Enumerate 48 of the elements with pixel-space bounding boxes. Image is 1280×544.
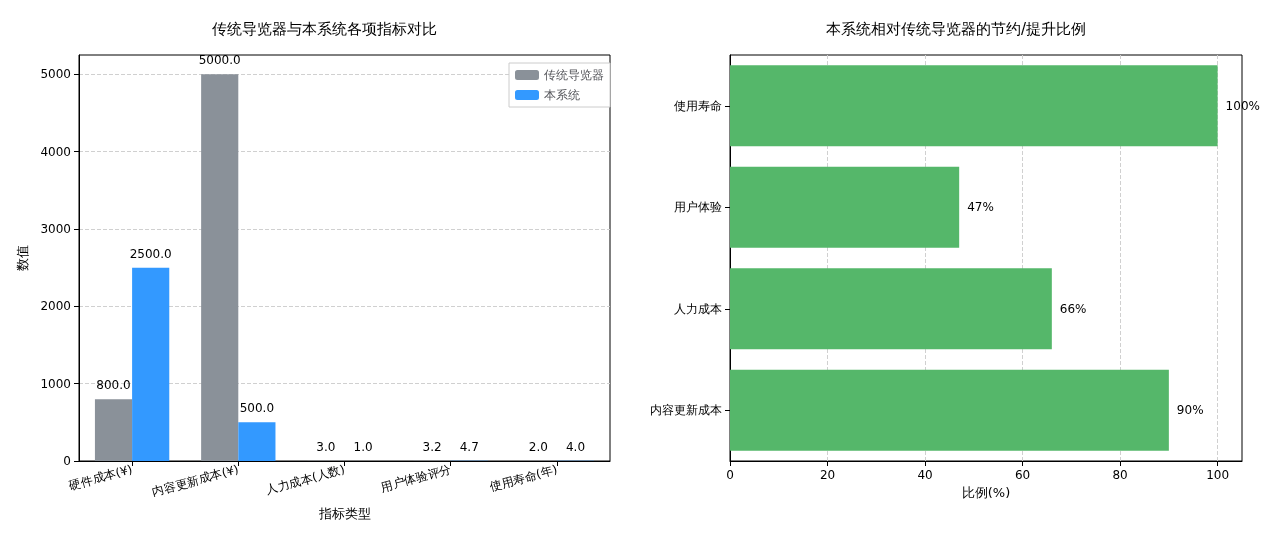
y-tick-label: 2000	[40, 299, 71, 314]
y-tick-label: 内容更新成本	[650, 403, 722, 418]
chart-title: 传统导览器与本系统各项指标对比	[211, 19, 437, 38]
legend-label: 传统导览器	[544, 68, 604, 82]
data-label: 500.0	[239, 401, 275, 416]
x-tick-label: 0	[726, 468, 734, 482]
y-axis-title: 数值	[15, 245, 30, 271]
bar	[94, 399, 133, 461]
data-label: 1.0	[353, 439, 373, 454]
y-tick-label: 人力成本	[674, 301, 722, 316]
bar	[730, 369, 1169, 451]
data-label: 90%	[1176, 403, 1204, 418]
x-tick-label: 20	[819, 468, 836, 482]
x-tick-label: 100	[1206, 468, 1230, 482]
bar	[201, 74, 239, 461]
x-tick-label: 人力成本(人数)	[264, 462, 347, 497]
data-label: 3.0	[316, 439, 336, 454]
bar	[730, 166, 960, 248]
bar	[730, 268, 1052, 350]
y-tick-label: 1000	[40, 376, 71, 391]
data-label: 5000.0	[198, 53, 241, 68]
data-label: 4.7	[459, 439, 479, 454]
data-label: 100%	[1225, 98, 1260, 113]
x-tick-label: 40	[917, 468, 933, 482]
bar	[730, 65, 1218, 147]
data-label: 2.0	[528, 439, 548, 454]
x-tick-label: 80	[1112, 468, 1128, 482]
x-tick-label: 用户体验评分	[379, 462, 453, 495]
x-axis-title: 比例(%)	[961, 484, 1011, 500]
bar	[238, 422, 276, 461]
x-tick-label: 60	[1014, 468, 1031, 482]
y-tick-label: 用户体验	[674, 200, 722, 215]
y-tick-label: 3000	[40, 222, 71, 236]
data-label: 800.0	[96, 378, 131, 393]
bar	[132, 267, 170, 461]
x-axis-title: 指标类型	[317, 506, 371, 521]
chart-title: 本系统相对传统导览器的节约/提升比例	[825, 19, 1087, 38]
y-tick-label: 4000	[40, 144, 71, 159]
legend-label: 本系统	[544, 88, 580, 102]
y-tick-label: 使用寿命	[674, 98, 722, 113]
data-label: 3.2	[422, 439, 442, 454]
data-label: 2500.0	[129, 246, 172, 261]
data-label: 47%	[967, 200, 994, 215]
x-tick-label: 使用寿命(年)	[488, 462, 559, 494]
data-label: 4.0	[565, 439, 586, 454]
data-label: 66%	[1059, 301, 1087, 316]
y-tick-label: 5000	[40, 67, 71, 82]
x-tick-label: 内容更新成本(¥)	[150, 462, 241, 499]
